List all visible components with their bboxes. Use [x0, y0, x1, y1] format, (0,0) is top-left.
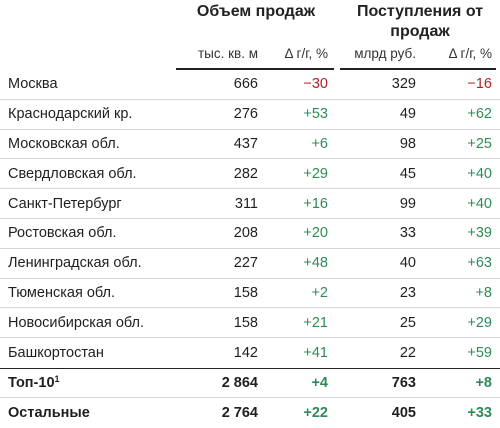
table-row: Башкортостан 142 +41 22 +59: [0, 338, 500, 368]
volume-value: 282: [233, 165, 258, 182]
region-table: Москва 666 −30 329 −16 Краснодарский кр. 276 +5…: [0, 70, 500, 428]
proceeds-change: +63: [467, 255, 492, 272]
region-name: Топ-10 1: [8, 369, 176, 397]
volume-change-header: Δ г/г, %: [284, 46, 328, 61]
proceeds-change: +40: [467, 165, 492, 182]
region-name-text: Ленинградская обл.: [8, 255, 142, 272]
proceeds-change-header: Δ г/г, %: [448, 46, 492, 61]
region-name-text: Топ-10: [8, 374, 55, 391]
volume-value: 276: [233, 106, 258, 123]
proceeds-change: +59: [467, 345, 492, 362]
proceeds-value: 25: [399, 314, 416, 331]
proceeds-value: 22: [399, 345, 416, 362]
table-row: Ростовская обл. 208 +20 33 +39: [0, 219, 500, 249]
table-row: Новосибирская обл. 158 +21 25 +29: [0, 308, 500, 339]
proceeds-change: +29: [467, 314, 492, 331]
proceeds-value: 40: [399, 255, 416, 272]
proceeds-change: +8: [475, 374, 492, 391]
volume-value: 158: [233, 314, 258, 331]
region-name: Ленинградская обл.: [8, 249, 176, 278]
proceeds-value: 405: [391, 404, 416, 421]
volume-value: 208: [233, 225, 258, 242]
volume-value: 2 764: [221, 404, 258, 421]
region-name: Башкортостан: [8, 338, 176, 368]
volume-value: 311: [234, 195, 258, 212]
table-row: Ленинградская обл. 227 +48 40 +63: [0, 249, 500, 279]
region-name-text: Москва: [8, 76, 58, 93]
total-row: Остальные 2 764 +22 405 +33: [0, 398, 500, 428]
proceeds-value: 33: [399, 225, 416, 242]
region-name: Москва: [8, 70, 176, 99]
region-name-text: Ростовская обл.: [8, 225, 117, 242]
region-name-text: Новосибирская обл.: [8, 314, 145, 331]
proceeds-change: +8: [475, 284, 492, 301]
footnote-marker: 1: [54, 373, 60, 384]
proceeds-change: +40: [467, 195, 492, 212]
region-name-text: Московская обл.: [8, 135, 120, 152]
volume-change: +6: [311, 135, 328, 152]
region-name: Краснодарский кр.: [8, 100, 176, 129]
volume-change: +21: [303, 314, 328, 331]
table-row: Санкт-Петербург 311 +16 99 +40: [0, 189, 500, 219]
table-row: Свердловская обл. 282 +29 45 +40: [0, 159, 500, 190]
proceeds-value: 99: [399, 195, 416, 212]
volume-change: +2: [311, 284, 328, 301]
region-name-text: Санкт-Петербург: [8, 195, 122, 212]
volume-change: +41: [303, 345, 328, 362]
region-name: Остальные: [8, 398, 176, 428]
volume-header-rule: [176, 68, 334, 70]
proceeds-value: 98: [399, 135, 416, 152]
sales-volume-header: Объем продаж: [196, 3, 316, 20]
region-name-text: Башкортостан: [8, 345, 104, 362]
region-name-text: Остальные: [8, 404, 90, 421]
proceeds-header-rule: [340, 68, 496, 70]
region-name: Тюменская обл.: [8, 279, 176, 308]
volume-change: −30: [303, 76, 328, 93]
sales-proceeds-header: Поступления от продаж: [356, 3, 484, 40]
table-row: Тюменская обл. 158 +2 23 +8: [0, 279, 500, 309]
proceeds-value: 763: [391, 374, 416, 391]
proceeds-change: +62: [467, 106, 492, 123]
proceeds-value: 329: [391, 76, 416, 93]
region-name-text: Тюменская обл.: [8, 284, 116, 301]
volume-value: 437: [233, 135, 258, 152]
region-name: Свердловская обл.: [8, 159, 176, 188]
proceeds-change: +33: [467, 404, 492, 421]
region-name: Санкт-Петербург: [8, 189, 176, 218]
volume-change: +29: [303, 165, 328, 182]
region-name-text: Свердловская обл.: [8, 165, 137, 182]
volume-change: +22: [303, 404, 328, 421]
proceeds-unit-header: млрд руб.: [354, 46, 416, 61]
volume-value: 666: [233, 76, 258, 93]
volume-value: 142: [233, 345, 258, 362]
volume-value: 158: [233, 284, 258, 301]
volume-value: 227: [233, 255, 258, 272]
table-row: Московская обл. 437 +6 98 +25: [0, 130, 500, 160]
volume-value: 2 864: [221, 374, 258, 391]
volume-change: +53: [303, 106, 328, 123]
table-row: Краснодарский кр. 276 +53 49 +62: [0, 100, 500, 130]
table-row: Москва 666 −30 329 −16: [0, 70, 500, 100]
proceeds-value: 23: [399, 284, 416, 301]
proceeds-value: 45: [399, 165, 416, 182]
region-name: Московская обл.: [8, 130, 176, 159]
volume-change: +16: [303, 195, 328, 212]
proceeds-change: −16: [467, 76, 492, 93]
volume-change: +48: [303, 255, 328, 272]
total-row: Топ-10 1 2 864 +4 763 +8: [0, 367, 500, 398]
volume-change: +20: [303, 225, 328, 242]
region-name: Новосибирская обл.: [8, 308, 176, 337]
volume-unit-header: тыс. кв. м: [198, 46, 258, 61]
region-name-text: Краснодарский кр.: [8, 106, 133, 123]
volume-change: +4: [311, 374, 328, 391]
region-name: Ростовская обл.: [8, 219, 176, 248]
proceeds-change: +25: [467, 135, 492, 152]
proceeds-value: 49: [399, 106, 416, 123]
proceeds-change: +39: [467, 225, 492, 242]
